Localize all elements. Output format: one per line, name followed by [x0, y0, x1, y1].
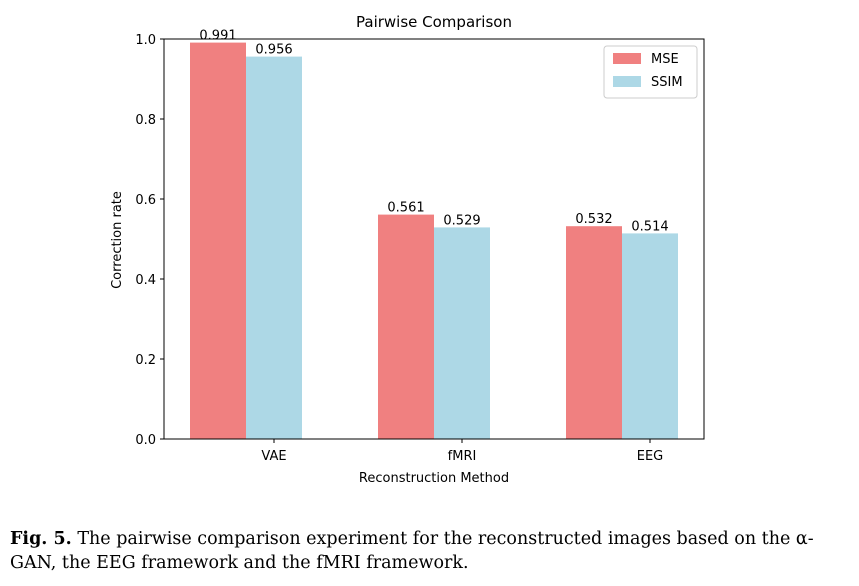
data-label: 0.529 — [443, 213, 480, 228]
chart-figure: Pairwise Comparison 0.991 0.956 VAE 0.561 0.… — [110, 13, 705, 486]
x-axis-label: Reconstruction Method — [359, 471, 509, 486]
data-label: 0.532 — [575, 212, 612, 227]
data-label: 0.991 — [199, 29, 236, 44]
data-label: 0.514 — [631, 219, 668, 234]
bar-mse-eeg — [566, 226, 622, 439]
bar-chart: Pairwise Comparison 0.9910.956VAE0.5610.… — [110, 13, 705, 486]
legend-swatch-mse — [613, 53, 641, 64]
x-tick-label: EEG — [637, 449, 664, 464]
bar-ssim-fmri — [434, 227, 490, 439]
plot-frame — [163, 38, 705, 440]
y-tick-label: 1.0 — [135, 33, 156, 48]
y-tick-label: 0.4 — [135, 273, 156, 288]
data-label: 0.561 — [387, 201, 424, 216]
legend-label-mse: MSE — [651, 52, 679, 67]
bar-mse-vae — [190, 42, 246, 439]
bar-ssim-vae — [246, 56, 302, 439]
bar-mse-fmri — [378, 214, 434, 439]
legend-label-ssim: SSIM — [651, 75, 683, 90]
figure-caption: Fig. 5. The pairwise comparison experime… — [10, 527, 855, 575]
y-tick-label: 0.2 — [135, 353, 156, 368]
y-tick-label: 0.6 — [135, 193, 156, 208]
caption-lead: Fig. 5. — [10, 529, 72, 549]
data-label: 0.956 — [255, 43, 292, 58]
caption-text: The pairwise comparison experiment for t… — [10, 529, 814, 573]
y-tick-label: 0.0 — [135, 433, 156, 448]
y-axis-label: Correction rate — [110, 191, 125, 289]
x-tick-label: VAE — [261, 449, 286, 464]
chart-title: Pairwise Comparison — [356, 13, 512, 31]
legend-swatch-ssim — [613, 76, 641, 87]
x-tick-label: fMRI — [448, 449, 477, 464]
plot-area: 0.991 0.956 VAE 0.561 0.529 fMRI 0.532 0.514 EEG… — [135, 29, 705, 464]
bar-ssim-eeg — [622, 233, 678, 439]
y-tick-label: 0.8 — [135, 113, 156, 128]
legend: MSE SSIM — [603, 45, 698, 99]
